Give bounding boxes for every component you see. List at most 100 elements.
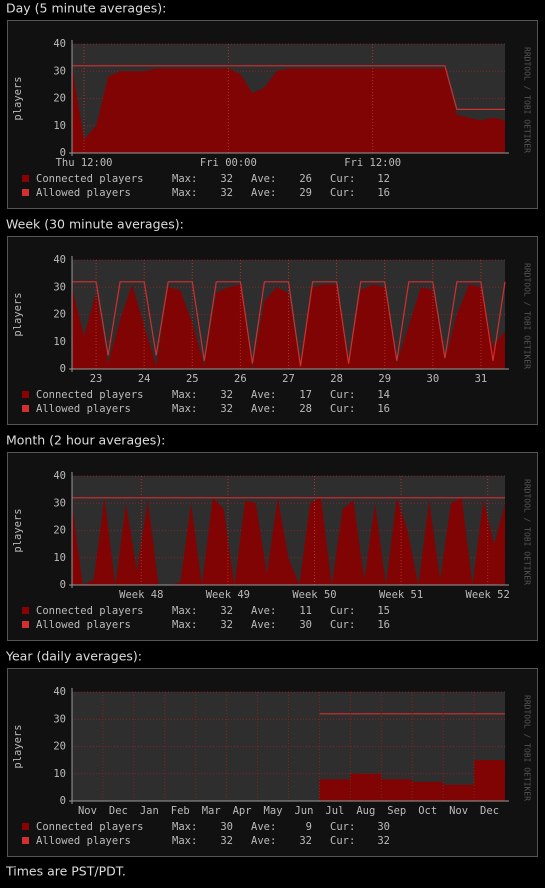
legend-stat-value: 32 (377, 835, 390, 847)
legend-label: Allowed players (36, 403, 131, 415)
y-tick-label: 20 (53, 741, 66, 753)
legend-stat-label: Max: (172, 187, 197, 199)
x-tick-label: Sep (387, 805, 406, 817)
y-tick-label: 30 (53, 65, 66, 77)
legend-swatch (22, 607, 29, 614)
legend-stat-label: Max: (172, 821, 197, 833)
legend-stat-label: Ave: (251, 619, 276, 631)
x-tick-label: Jul (325, 805, 344, 817)
legend-stat-value: 9 (306, 821, 312, 833)
legend-stat-label: Cur: (330, 835, 355, 847)
x-tick-label: Aug (356, 805, 375, 817)
legend-stat-label: Max: (172, 403, 197, 415)
legend-label: Connected players (36, 389, 143, 401)
x-tick-label: Jun (294, 805, 313, 817)
x-tick-label: Dec (109, 805, 128, 817)
legend-stat-value: 29 (299, 187, 312, 199)
y-tick-label: 10 (53, 768, 66, 780)
area-segment (474, 760, 505, 801)
x-tick-label: Week 49 (206, 589, 250, 601)
legend-stat-value: 28 (299, 403, 312, 415)
legend-stat-label: Ave: (251, 403, 276, 415)
x-tick-label: Jan (140, 805, 159, 817)
area-segment (319, 779, 351, 801)
legend-swatch (22, 621, 29, 628)
area (72, 497, 505, 585)
x-tick-label: Fri 12:00 (344, 157, 401, 169)
legend-swatch (22, 391, 29, 398)
legend-stat-value: 12 (377, 173, 390, 185)
legend-stat-label: Ave: (251, 605, 276, 617)
y-tick-label: 10 (53, 336, 66, 348)
area-segment (350, 773, 382, 801)
legend-swatch (22, 189, 29, 196)
legend-stat-value: 32 (220, 173, 233, 185)
legend-stat-label: Max: (172, 173, 197, 185)
legend-stat-value: 32 (220, 605, 233, 617)
x-tick-label: Week 52 (466, 589, 510, 601)
legend-stat-label: Cur: (330, 403, 355, 415)
legend-label: Connected players (36, 173, 143, 185)
legend-swatch (22, 175, 29, 182)
legend-stat-label: Cur: (330, 821, 355, 833)
legend-stat-label: Ave: (251, 821, 276, 833)
x-tick-label: 30 (427, 373, 440, 385)
y-tick-label: 0 (60, 579, 66, 591)
area-segment (412, 781, 444, 801)
legend-stat-value: 32 (299, 835, 312, 847)
y-axis-label: players (12, 292, 24, 336)
area-segment (443, 784, 475, 801)
legend-swatch (22, 837, 29, 844)
x-tick-label: 23 (90, 373, 103, 385)
legend-label: Allowed players (36, 187, 131, 199)
legend-stat-value: 16 (377, 187, 390, 199)
x-tick-label: Feb (171, 805, 190, 817)
x-tick-label: 26 (234, 373, 247, 385)
legend-stat-value: 30 (220, 821, 233, 833)
legend-stat-value: 32 (220, 403, 233, 415)
legend-swatch (22, 405, 29, 412)
legend-stat-value: 15 (377, 605, 390, 617)
legend-stat-label: Cur: (330, 619, 355, 631)
area-segment (381, 779, 413, 801)
legend-stat-value: 32 (220, 835, 233, 847)
legend-stat-label: Cur: (330, 605, 355, 617)
legend-label: Connected players (36, 821, 143, 833)
watermark: RRDTOOL / TOBI OETIKER (523, 47, 532, 153)
legend-stat-value: 32 (220, 619, 233, 631)
legend-stat-value: 14 (377, 389, 390, 401)
x-tick-label: 29 (378, 373, 391, 385)
y-tick-label: 20 (53, 309, 66, 321)
x-tick-label: 24 (138, 373, 151, 385)
x-tick-label: 28 (330, 373, 343, 385)
x-tick-label: Apr (233, 805, 252, 817)
legend-stat-label: Cur: (330, 389, 355, 401)
legend-label: Allowed players (36, 835, 131, 847)
legend-stat-value: 32 (220, 187, 233, 199)
y-tick-label: 10 (53, 552, 66, 564)
legend-stat-value: 30 (299, 619, 312, 631)
x-tick-label: Nov (449, 805, 468, 817)
y-axis-label: players (12, 508, 24, 552)
y-axis-label: players (12, 724, 24, 768)
legend-stat-value: 11 (299, 605, 312, 617)
legend-stat-value: 16 (377, 403, 390, 415)
y-tick-label: 40 (53, 38, 66, 50)
legend-stat-label: Ave: (251, 173, 276, 185)
legend-stat-label: Ave: (251, 389, 276, 401)
y-tick-label: 10 (53, 120, 66, 132)
legend-stat-label: Max: (172, 605, 197, 617)
y-tick-label: 40 (53, 470, 66, 482)
x-tick-label: Week 50 (292, 589, 336, 601)
y-tick-label: 40 (53, 686, 66, 698)
y-tick-label: 0 (60, 795, 66, 807)
legend-stat-value: 17 (299, 389, 312, 401)
x-tick-label: Week 48 (119, 589, 163, 601)
y-axis-label: players (12, 76, 24, 120)
y-tick-label: 0 (60, 147, 66, 159)
y-tick-label: 0 (60, 363, 66, 375)
x-tick-label: Dec (480, 805, 499, 817)
footer: Times are PST/PDT. (5, 864, 126, 879)
line (72, 65, 505, 110)
